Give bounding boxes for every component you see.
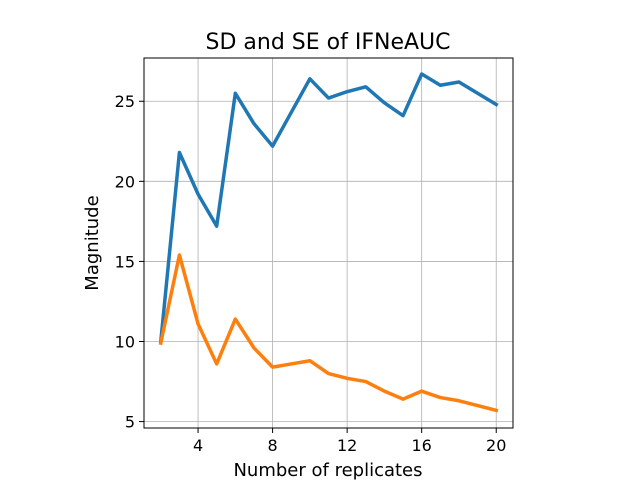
x-tick-label: 20 — [486, 436, 506, 455]
x-tick-label: 4 — [193, 436, 203, 455]
plot-frame — [143, 57, 514, 429]
y-tick-label: 20 — [115, 172, 135, 191]
series-lines — [158, 72, 499, 413]
chart-title: SD and SE of IFNeAUC — [206, 30, 451, 55]
series-line-1 — [158, 72, 499, 344]
series-line-2 — [158, 253, 499, 413]
x-tick-label: 16 — [412, 436, 432, 455]
x-axis-label: Number of replicates — [233, 460, 422, 480]
ticks: 4 8 12 16 20 5 10 15 20 25 — [115, 92, 507, 455]
y-tick-label: 25 — [115, 92, 135, 111]
y-tick-label: 15 — [115, 252, 135, 271]
y-axis-label: Magnitude — [82, 195, 103, 290]
x-tick-label: 8 — [267, 436, 277, 455]
grid — [144, 58, 513, 428]
x-tick-label: 12 — [337, 436, 357, 455]
y-tick-label: 10 — [115, 333, 135, 352]
y-tick-label: 5 — [125, 413, 135, 432]
